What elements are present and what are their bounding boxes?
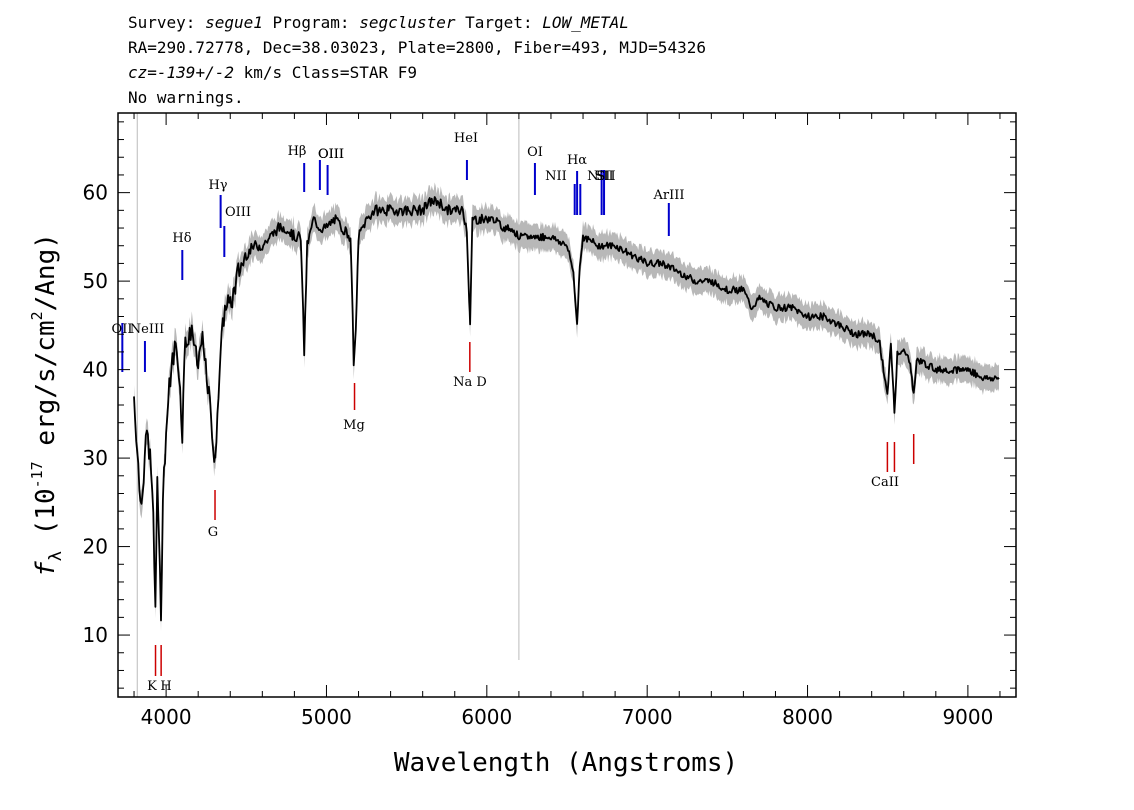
flux-series [133, 196, 1000, 622]
y-tick-label: 40 [83, 358, 108, 382]
emission-line-label: OIII [225, 205, 251, 220]
emission-line-label: NeIII [130, 322, 164, 337]
flux-line [133, 196, 1000, 622]
x-axis-label: Wavelength (Angstroms) [394, 748, 738, 778]
y-tick-label: 50 [83, 269, 108, 293]
y-axis-label: fλ (10-17 erg/s/cm2/Ang) [28, 233, 66, 577]
emission-line-label: OII [112, 322, 133, 337]
absorption-line-label: CaII [871, 475, 899, 490]
x-tick-label: 6000 [461, 705, 512, 729]
header-line-4: No warnings. [128, 88, 244, 107]
emission-line-label: Hγ [208, 178, 227, 193]
absorption-line-label: G [208, 525, 218, 540]
target-value: LOW_METAL [542, 13, 629, 32]
header-line-3: cz=-139+/-2 km/s Class=STAR F9 [128, 63, 417, 82]
emission-line-label: OIII [318, 147, 344, 162]
x-tick-label: 7000 [622, 705, 673, 729]
absorption-line-label: Na D [453, 375, 487, 390]
emission-line-label: OI [527, 145, 543, 160]
x-tick-label: 4000 [141, 705, 192, 729]
x-tick-label: 8000 [782, 705, 833, 729]
y-axis-ticks: 10 20 30 40 50 60 [83, 121, 1016, 689]
emission-line-label: Hδ [172, 231, 191, 246]
plot-frame [117, 112, 1017, 698]
emission-line-label: SII [596, 169, 615, 184]
program-label: Program: [262, 13, 360, 32]
emission-line-label: Hβ [288, 144, 307, 159]
survey-label: Survey: [128, 13, 206, 32]
y-tick-label: 10 [83, 623, 108, 647]
program-value: segcluster [359, 13, 456, 32]
target-label: Target: [455, 13, 543, 32]
y-tick-label: 30 [83, 446, 108, 470]
header-line-2: RA=290.72778, Dec=38.03023, Plate=2800, … [128, 38, 706, 57]
survey-value: segue1 [205, 13, 263, 32]
flux-error-band [134, 182, 999, 632]
x-tick-label: 9000 [942, 705, 993, 729]
emission-line-label: NII [545, 169, 567, 184]
emission-line-label: Hα [567, 153, 587, 168]
emission-line-label: OIII [318, 147, 344, 162]
cz-value: -139+/-2 [156, 63, 234, 82]
reference-lines [136, 113, 520, 697]
cz-label: cz= [128, 63, 157, 82]
emission-line-label: ArIII [652, 188, 684, 203]
class-text: km/s Class=STAR F9 [233, 63, 417, 82]
absorption-line-label: K [147, 679, 157, 694]
x-tick-label: 5000 [301, 705, 352, 729]
error-band [134, 182, 999, 632]
x-axis-ticks: 4000 5000 6000 7000 8000 9000 [133, 113, 1001, 729]
absorption-line-label: Mg [343, 418, 365, 433]
y-tick-label: 20 [83, 535, 108, 559]
y-tick-label: 60 [83, 181, 108, 205]
emission-line-label: HeI [454, 131, 478, 146]
header-line-1: Survey: segue1 Program: segcluster Targe… [128, 13, 629, 32]
